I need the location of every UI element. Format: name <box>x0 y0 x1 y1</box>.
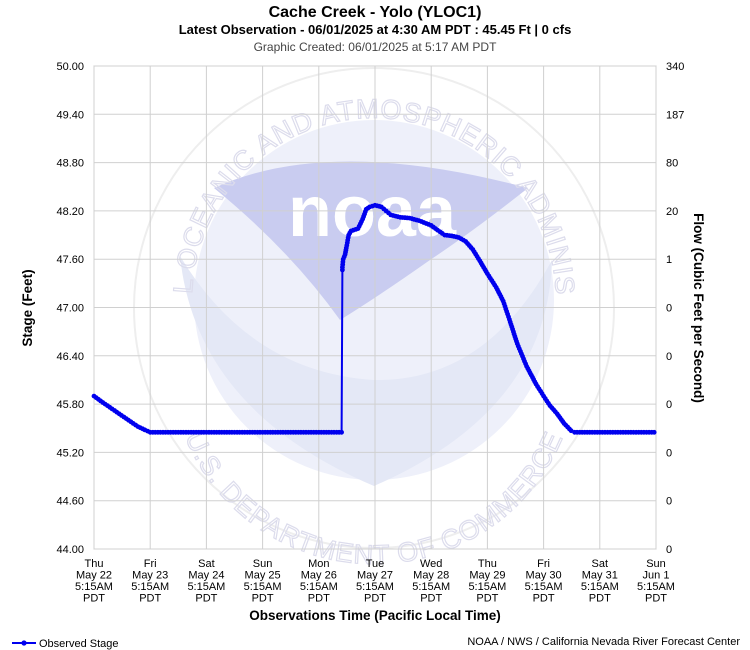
x-tick-label: Wed May 28 5:15AM PDT <box>412 558 450 605</box>
y-tick-label: 50.00 <box>56 61 84 73</box>
y-tick-label: 44.00 <box>56 544 84 556</box>
chart-title: Cache Creek - Yolo (YLOC1) <box>269 4 482 21</box>
y2-tick-label: 0 <box>666 351 672 363</box>
watermark-bird-icon <box>214 161 528 320</box>
data-point <box>651 429 657 435</box>
x-tick-label: Sat May 24 5:15AM PDT <box>187 558 225 605</box>
noaa-watermark: NATIONAL OCEANIC AND ATMOSPHERIC ADMINIS… <box>0 0 615 571</box>
y-tick-label: 47.00 <box>56 303 84 315</box>
y-tick-label: 45.80 <box>56 399 84 411</box>
y2-tick-label: 80 <box>666 158 678 170</box>
observed-stage-series <box>91 202 657 435</box>
x-axis-label: Observations Time (Pacific Local Time) <box>249 608 501 623</box>
y-axis-ticks: 50.00 49.40 48.80 48.20 47.60 47.00 46.40 45.80… <box>56 61 84 556</box>
grid-lines <box>93 65 657 550</box>
x-tick-label: Sun Jun 1 5:15AM PDT <box>637 558 675 605</box>
legend: Observed Stage <box>12 638 119 650</box>
legend-label: Observed Stage <box>39 638 119 650</box>
y2-tick-label: 0 <box>666 447 672 459</box>
y2-tick-label: 187 <box>666 109 684 121</box>
y-axis-label: Stage (Feet) <box>20 269 35 346</box>
x-axis-ticks: Thu May 22 5:15AM PDT Fri May 23 5:15AM PDT Sat M… <box>75 558 675 605</box>
y2-tick-label: 20 <box>666 206 678 218</box>
x-tick-label: Thu May 29 5:15AM PDT <box>468 558 506 605</box>
footer-credit: NOAA / NWS / California Nevada River For… <box>467 636 740 648</box>
y2-tick-label: 0 <box>666 496 672 508</box>
y-tick-label: 44.60 <box>56 496 84 508</box>
data-point <box>339 429 344 435</box>
y-tick-label: 48.80 <box>56 158 84 170</box>
y-tick-label: 45.20 <box>56 447 84 459</box>
x-tick-label: Thu May 22 5:15AM PDT <box>75 558 113 605</box>
watermark-wave-icon <box>180 256 552 486</box>
chart-subtitle: Latest Observation - 06/01/2025 at 4:30 … <box>179 22 572 37</box>
legend-marker <box>21 640 27 646</box>
x-tick-label: Sun May 25 5:15AM PDT <box>244 558 282 605</box>
y-tick-label: 46.40 <box>56 351 84 363</box>
y-tick-label: 49.40 <box>56 109 84 121</box>
x-tick-label: Mon May 26 5:15AM PDT <box>300 558 338 605</box>
x-tick-label: Sat May 31 5:15AM PDT <box>581 558 619 605</box>
y-tick-label: 47.60 <box>56 254 84 266</box>
x-tick-label: Fri May 23 5:15AM PDT <box>131 558 169 605</box>
y2-tick-label: 340 <box>666 61 684 73</box>
y2-tick-label: 0 <box>666 399 672 411</box>
watermark-logo-text: noaa <box>288 172 457 252</box>
y2-tick-label: 0 <box>666 303 672 315</box>
y2-tick-label: 1 <box>666 254 672 266</box>
x-tick-label: Tue May 27 5:15AM PDT <box>356 558 394 605</box>
x-tick-label: Fri May 30 5:15AM PDT <box>525 558 563 605</box>
y2-axis-label: Flow (Cubic Feet per Second) <box>691 213 706 403</box>
y-tick-label: 48.20 <box>56 206 84 218</box>
graphic-created-label: Graphic Created: 06/01/2025 at 5:17 AM P… <box>254 40 497 54</box>
y2-tick-label: 0 <box>666 544 672 556</box>
